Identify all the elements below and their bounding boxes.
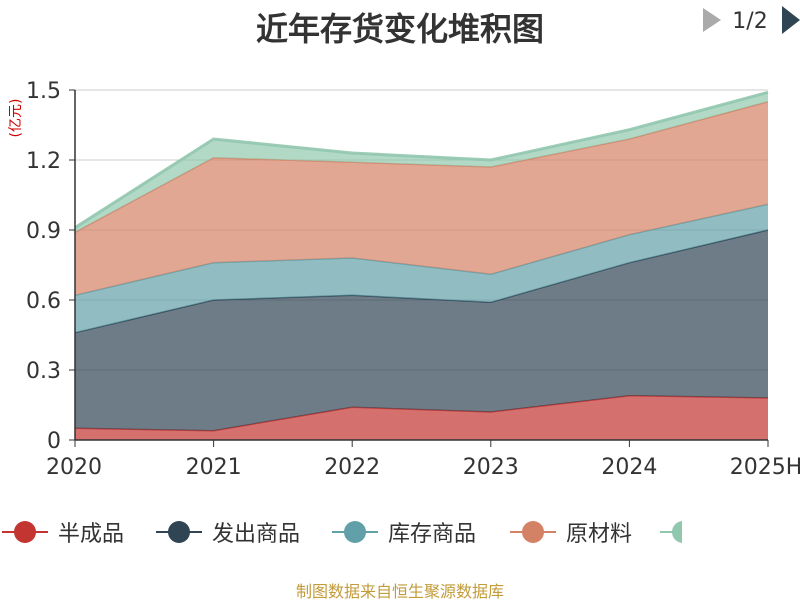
legend-label: 库存商品 bbox=[388, 522, 477, 547]
area-series-3[interactable] bbox=[75, 101, 768, 296]
legend-pager: 1/2 bbox=[700, 0, 800, 40]
x-tick-label: 2023 bbox=[463, 455, 519, 480]
y-axis-unit-label: (亿元) bbox=[8, 99, 24, 138]
area-series-1[interactable] bbox=[75, 230, 768, 431]
chart-title: 近年存货变化堆积图 bbox=[255, 10, 544, 48]
stacked-areas bbox=[74, 90, 769, 440]
x-tick-label: 2025H bbox=[730, 455, 800, 480]
legend-marker-icon bbox=[332, 512, 378, 552]
legend: 半成品 发出商品 库存商品 原材料 bbox=[0, 512, 800, 552]
y-tick-label: 0 bbox=[47, 429, 61, 454]
legend-item[interactable]: 库存商品 bbox=[332, 512, 476, 552]
legend-label: 原材料 bbox=[566, 522, 633, 547]
y-tick-label: 0.9 bbox=[26, 219, 61, 244]
data-source-note: 制图数据来自恒生聚源数据库 bbox=[295, 582, 504, 601]
legend-marker-icon bbox=[510, 512, 556, 552]
area-series-4[interactable] bbox=[75, 92, 768, 233]
legend-marker-icon bbox=[660, 512, 682, 552]
x-tick-label: 2024 bbox=[601, 455, 657, 480]
legend-page-indicator: 1/2 bbox=[732, 9, 767, 34]
x-tick-label: 2021 bbox=[186, 455, 242, 480]
legend-marker-icon bbox=[156, 512, 202, 552]
x-tick-label: 2020 bbox=[46, 455, 102, 480]
y-tick-label: 1.2 bbox=[26, 149, 61, 174]
legend-next-page-icon[interactable] bbox=[782, 6, 800, 34]
area-series-2[interactable] bbox=[75, 204, 768, 333]
area-series-line-4 bbox=[74, 90, 769, 229]
legend-label: 半成品 bbox=[58, 522, 125, 547]
area-series-0[interactable] bbox=[75, 395, 768, 440]
y-tick-label: 1.5 bbox=[26, 79, 61, 104]
y-tick-label: 0.6 bbox=[26, 289, 61, 314]
legend-label: 发出商品 bbox=[212, 522, 301, 547]
legend-prev-page-icon[interactable] bbox=[703, 8, 721, 32]
legend-item[interactable]: 半成品 bbox=[2, 512, 124, 552]
legend-item[interactable] bbox=[660, 512, 682, 552]
x-tick-label: 2022 bbox=[324, 455, 380, 480]
legend-item[interactable]: 发出商品 bbox=[156, 512, 300, 552]
legend-marker-icon bbox=[2, 512, 48, 552]
y-tick-label: 0.3 bbox=[26, 359, 61, 384]
legend-item[interactable]: 原材料 bbox=[510, 512, 632, 552]
axes: 0 0.3 0.6 0.9 1.2 1.5 2020 2021 2022 2023 2024 2025… bbox=[26, 79, 800, 480]
